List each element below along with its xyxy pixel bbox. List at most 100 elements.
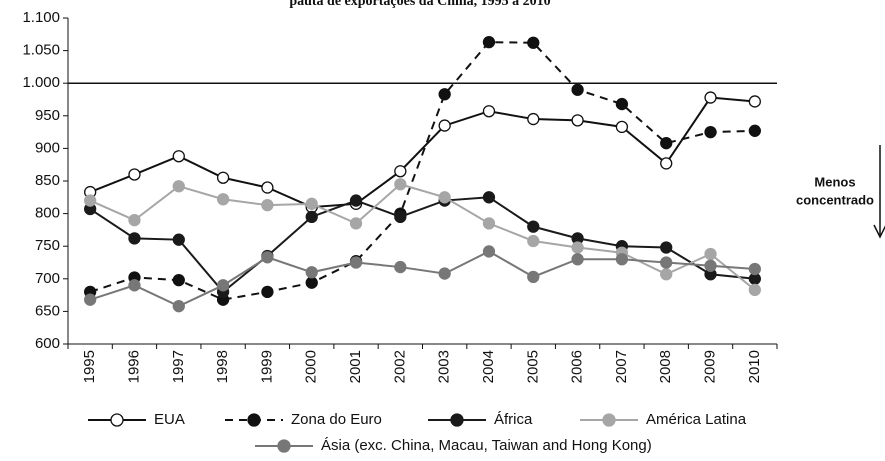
point: [704, 247, 717, 261]
y-tick-label: 800: [35, 205, 60, 222]
legend-marker: [602, 413, 616, 427]
point: [527, 270, 540, 283]
point: [216, 193, 230, 206]
point: [84, 194, 97, 207]
point: [438, 119, 451, 132]
x-tick-label: 2000: [303, 350, 320, 383]
point: [748, 262, 761, 276]
point: [394, 165, 407, 178]
point: [482, 217, 496, 230]
point: [172, 233, 185, 246]
series-line: [89, 250, 755, 308]
point: [128, 168, 141, 181]
point: [305, 197, 318, 210]
point: [482, 105, 496, 118]
series-line: [89, 96, 755, 209]
chart-title: pauta de exportações da China, 1995 a 20…: [289, 0, 550, 9]
point: [172, 300, 185, 313]
point: [571, 114, 584, 127]
point: [261, 251, 274, 264]
legend-marker: [247, 413, 261, 427]
point: [482, 245, 496, 258]
point: [261, 285, 274, 298]
y-tick-label: 950: [35, 107, 60, 124]
y-tick-label: 850: [35, 172, 60, 189]
x-tick-label: 2007: [613, 350, 630, 383]
legend-marker: [277, 439, 291, 453]
point: [438, 88, 451, 101]
point: [216, 279, 230, 292]
point: [660, 268, 673, 281]
point: [216, 171, 230, 184]
point: [527, 220, 540, 233]
point: [172, 150, 185, 163]
x-tick-label: 2004: [480, 350, 497, 383]
x-tick-label: 2006: [569, 350, 586, 383]
point: [438, 191, 451, 204]
point: [482, 191, 496, 204]
point: [748, 124, 761, 137]
annotation: concentrado: [796, 192, 874, 207]
legend-marker: [450, 413, 464, 427]
point: [571, 241, 584, 254]
point: [660, 137, 673, 150]
y-tick-label: 600: [35, 335, 60, 352]
point: [305, 276, 318, 289]
point: [349, 194, 363, 207]
x-tick-label: 1995: [81, 350, 98, 383]
x-tick-label: 2001: [347, 350, 364, 383]
point: [704, 91, 717, 104]
point: [261, 181, 274, 194]
x-tick-label: 1998: [214, 350, 231, 383]
legend-label: Ásia (exc. China, Macau, Taiwan and Hong…: [321, 437, 652, 454]
legend-label: África: [494, 411, 533, 428]
point: [128, 279, 141, 292]
y-tick-label: 750: [35, 237, 60, 254]
series-line: [89, 41, 755, 301]
x-tick-label: 2008: [657, 350, 674, 383]
point: [527, 112, 540, 126]
x-tick-label: 2005: [524, 350, 541, 383]
series-line: [89, 196, 755, 294]
x-tick-label: 1996: [125, 350, 142, 383]
point: [128, 213, 141, 227]
point: [84, 293, 97, 306]
point: [394, 260, 407, 274]
point: [305, 210, 318, 224]
point: [748, 95, 761, 108]
legend-label: EUA: [154, 411, 185, 428]
point: [394, 210, 407, 224]
legend-marker: [110, 413, 124, 427]
y-tick-label: 650: [35, 302, 60, 319]
point: [527, 36, 540, 49]
x-tick-label: 2009: [702, 350, 719, 383]
point: [615, 253, 629, 266]
point: [128, 232, 141, 245]
point: [704, 125, 717, 139]
x-tick-label: 2010: [746, 350, 763, 383]
point: [660, 256, 673, 269]
y-tick-label: 1.000: [22, 74, 60, 91]
legend-label: América Latina: [646, 411, 747, 428]
point: [261, 198, 274, 212]
point: [172, 273, 185, 287]
point: [349, 256, 363, 269]
point: [438, 267, 451, 280]
point: [305, 266, 318, 279]
point: [172, 180, 185, 193]
point: [660, 241, 673, 254]
point: [660, 157, 673, 170]
y-tick-label: 1.100: [22, 9, 60, 26]
point: [704, 259, 717, 272]
point: [482, 35, 496, 49]
point: [571, 253, 584, 266]
legend-label: Zona do Euro: [291, 411, 382, 428]
annotation: Menos: [814, 174, 855, 189]
x-tick-label: 1997: [170, 350, 187, 383]
point: [394, 178, 407, 191]
x-tick-label: 2002: [391, 350, 408, 383]
point: [349, 217, 363, 230]
point: [571, 83, 584, 96]
arrow-head: [873, 224, 885, 239]
